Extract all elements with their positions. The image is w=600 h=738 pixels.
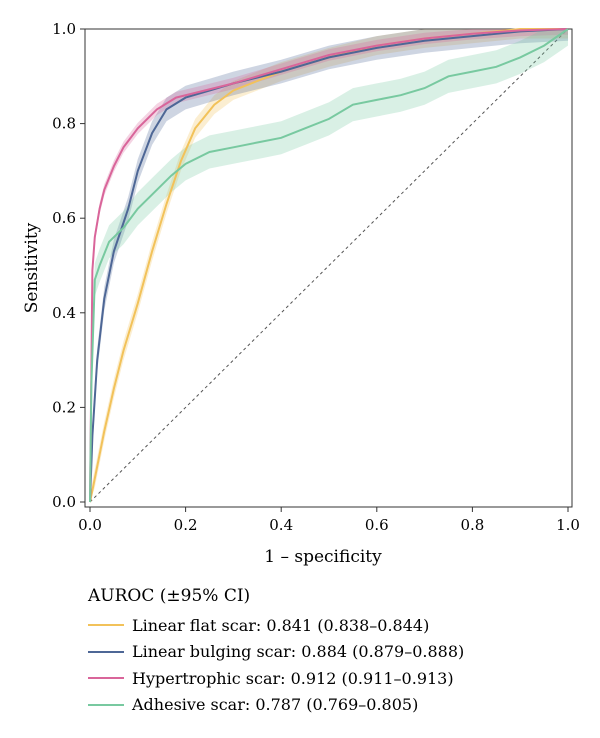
chance-diagonal-line — [89, 28, 569, 503]
y-tick-label: 0.8 — [52, 115, 76, 133]
x-axis: 0.0 0.2 0.4 0.6 0.8 1.0 — [78, 507, 580, 534]
legend-label: Linear bulging scar: 0.884 (0.879–0.888) — [132, 642, 465, 662]
plot-area — [89, 28, 569, 503]
legend-label: Linear flat scar: 0.841 (0.838–0.844) — [132, 615, 430, 635]
y-tick-label: 0.4 — [52, 304, 76, 322]
legend-title: AUROC (±95% CI) — [88, 586, 251, 606]
legend-label: Hypertrophic scar: 0.912 (0.911–0.913) — [132, 668, 454, 688]
x-tick-label: 0.0 — [78, 516, 102, 534]
x-tick-label: 0.2 — [174, 516, 198, 534]
x-tick-label: 1.0 — [556, 516, 580, 534]
legend-swatch-adhesive — [88, 703, 124, 706]
legend: AUROC (±95% CI) Linear flat scar: 0.841 … — [88, 586, 464, 718]
y-tick-label: 0.2 — [52, 398, 76, 416]
legend-item: Linear flat scar: 0.841 (0.838–0.844) — [88, 612, 464, 639]
roc-line-3 — [89, 28, 569, 503]
y-axis: 0.0 0.2 0.4 0.6 0.8 1.0 — [52, 20, 85, 511]
legend-item: Adhesive scar: 0.787 (0.769–0.805) — [88, 692, 464, 719]
x-tick-label: 0.4 — [269, 516, 293, 534]
y-tick-label: 1.0 — [52, 20, 76, 38]
x-axis-title: 1 – specificity — [264, 547, 382, 567]
legend-label: Adhesive scar: 0.787 (0.769–0.805) — [132, 695, 419, 715]
y-axis-title: Sensitivity — [22, 222, 42, 313]
roc-line-2 — [89, 28, 569, 503]
ci-band-3 — [90, 29, 568, 502]
x-tick-label: 0.8 — [460, 516, 484, 534]
roc-line-1 — [89, 28, 569, 503]
y-tick-label: 0.0 — [52, 493, 76, 511]
legend-item: Hypertrophic scar: 0.912 (0.911–0.913) — [88, 665, 464, 692]
legend-item: Linear bulging scar: 0.884 (0.879–0.888) — [88, 639, 464, 666]
roc-chart: 0.0 0.2 0.4 0.6 0.8 1.0 0.0 0.2 0.4 0.6 0.8 1.0 1 … — [22, 20, 580, 567]
x-tick-label: 0.6 — [365, 516, 389, 534]
y-tick-label: 0.6 — [52, 209, 76, 227]
legend-swatch-linear-bulging — [88, 650, 124, 653]
legend-swatch-hypertrophic — [88, 677, 124, 680]
plot-frame — [84, 28, 573, 508]
legend-swatch-linear-flat — [88, 624, 124, 627]
